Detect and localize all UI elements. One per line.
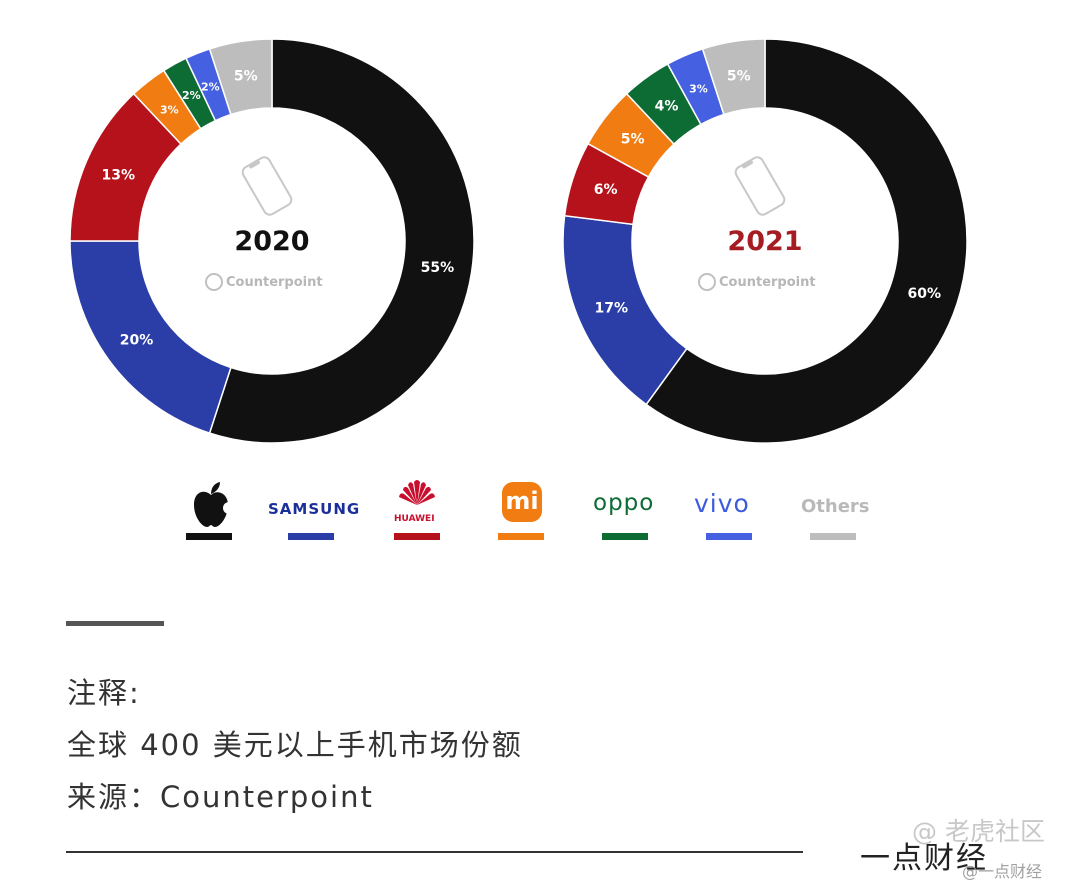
counterpoint-watermark: Counterpoint (226, 275, 323, 290)
legend-swatch-oppo (602, 533, 648, 540)
legend-label-vivo: vivo (694, 489, 750, 518)
phone-icon (734, 156, 786, 216)
legend-swatch-samsung (288, 533, 334, 540)
donut-charts: 55%20%13%3%2%2%5%2020Counterpoint60%17%6… (69, 38, 968, 444)
slice-label-2020-samsung: 20% (120, 332, 154, 348)
note-title: 注释: (67, 676, 141, 710)
slice-label-2021-vivo: 3% (689, 82, 708, 95)
legend-label-xiaomi: mi (505, 487, 539, 515)
slice-label-2020-apple: 55% (421, 260, 455, 276)
huawei-logo-icon (399, 480, 435, 505)
watermark-main: @ 老虎社区 (912, 817, 1045, 846)
note-description: 全球 400 美元以上手机市场份额 (67, 728, 523, 762)
slice-label-2020-oppo: 2% (182, 89, 201, 102)
slice-2021-others (701, 38, 766, 116)
center-year-label: 2021 (727, 226, 802, 257)
legend-label-samsung: SAMSUNG (268, 500, 361, 518)
note-source: 来源：Counterpoint (67, 780, 374, 814)
counterpoint-watermark: Counterpoint (719, 275, 816, 290)
slice-label-2021-apple: 60% (908, 286, 942, 302)
xiaomi-logo-icon (502, 482, 542, 522)
slice-label-2021-samsung: 17% (595, 301, 629, 317)
brand-name: 一点财经 (860, 841, 988, 876)
slice-label-2021-xiaomi: 5% (621, 131, 645, 147)
legend-label-others: Others (801, 496, 870, 517)
slice-label-2020-xiaomi: 3% (160, 104, 179, 117)
legend-label-oppo: oppo (593, 490, 655, 516)
legend-label-huawei: HUAWEI (394, 514, 435, 524)
legend-swatch-huawei (394, 533, 440, 540)
legend-swatch-others (810, 533, 856, 540)
counterpoint-logo-icon (698, 273, 716, 291)
slice-2020-apple (208, 38, 475, 444)
slice-label-2021-oppo: 4% (655, 98, 679, 114)
slice-label-2020-huawei: 13% (102, 167, 136, 183)
center-year-label: 2020 (234, 226, 309, 257)
watermark-sub: @一点财经 (962, 862, 1043, 881)
divider-long (66, 851, 803, 853)
slice-2021-apple (645, 38, 968, 444)
legend-swatch-vivo (706, 533, 752, 540)
slice-label-2020-vivo: 2% (201, 80, 220, 93)
divider-short (66, 621, 164, 626)
slice-label-2021-huawei: 6% (594, 182, 618, 198)
apple-logo-icon (194, 482, 232, 527)
slice-label-2020-others: 5% (234, 69, 258, 85)
legend-swatch-apple (186, 533, 232, 540)
donut-chart-2021: 60% 17% 6% 5% 4% 3% 5% 2021 Counterpoint (562, 38, 968, 444)
legend-swatch-xiaomi (498, 533, 544, 540)
slice-2020-others (208, 38, 273, 116)
slice-label-2021-others: 5% (727, 69, 751, 85)
phone-icon (241, 156, 293, 216)
counterpoint-logo-icon (205, 273, 223, 291)
